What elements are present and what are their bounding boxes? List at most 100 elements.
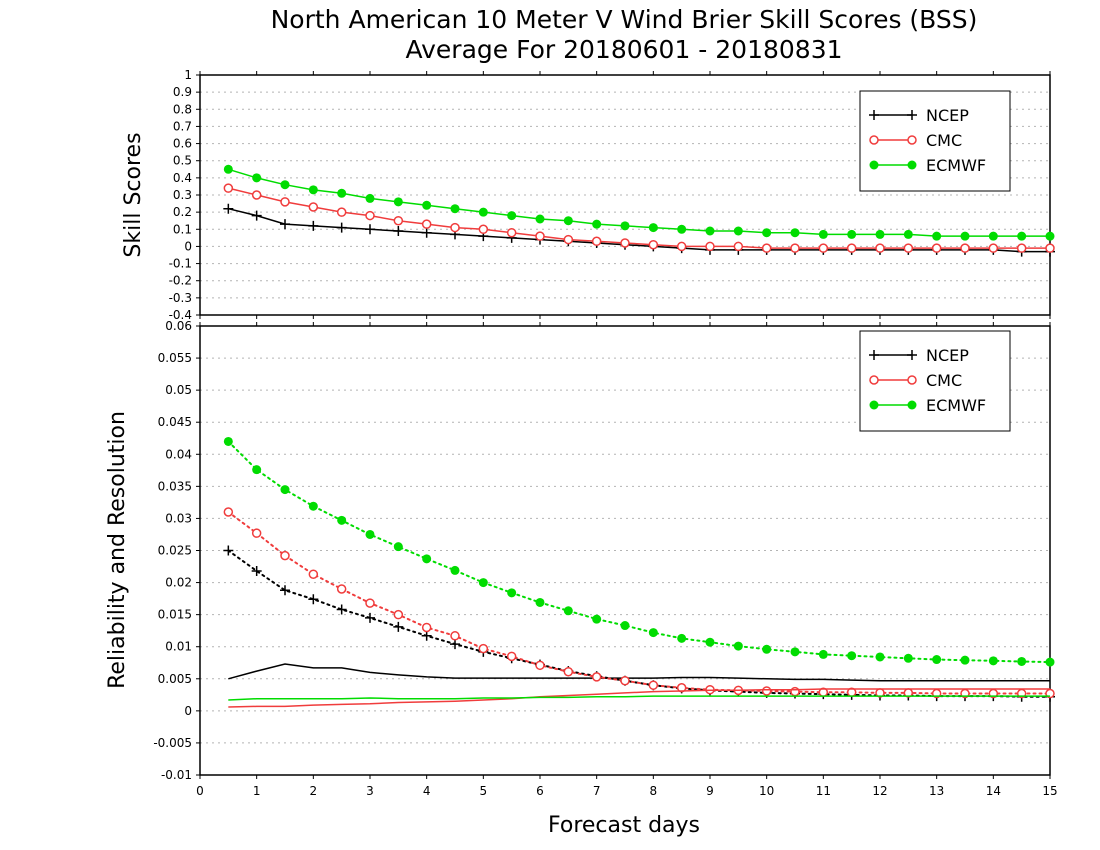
y-tick-label: -0.1 <box>169 257 192 271</box>
x-tick-label: 9 <box>706 784 714 798</box>
y-tick-label: 0.005 <box>158 672 192 686</box>
legend-marker <box>869 160 879 170</box>
data-point-ncep <box>393 621 404 632</box>
x-tick-label: 1 <box>253 784 261 798</box>
y-tick-label: 0 <box>184 239 192 253</box>
data-point-ecmwf <box>903 229 913 239</box>
y-tick-label: 0.035 <box>158 479 192 493</box>
data-point-ecmwf <box>365 529 375 539</box>
series-line-cmc <box>228 187 1050 249</box>
data-point-cmc <box>790 686 800 697</box>
data-point-ecmwf <box>478 207 488 217</box>
data-point-ecmwf <box>847 229 857 239</box>
data-point-cmc <box>846 243 857 253</box>
data-point-ecmwf <box>393 542 403 552</box>
data-point-ecmwf <box>563 606 573 616</box>
data-point-cmc <box>450 222 460 233</box>
data-point-cmc <box>393 215 404 226</box>
data-point-cmc <box>421 622 432 633</box>
x-tick-label: 7 <box>593 784 601 798</box>
data-point-ecmwf <box>393 197 403 207</box>
y-tick-label: -0.01 <box>161 768 192 782</box>
data-point-cmc <box>620 675 630 686</box>
y-tick-label: 0.045 <box>158 415 192 429</box>
data-point-ncep <box>421 630 432 641</box>
data-point-ecmwf <box>563 216 573 226</box>
data-point-ecmwf <box>1045 657 1055 667</box>
x-tick-label: 8 <box>650 784 658 798</box>
data-point-ncep <box>280 219 290 230</box>
data-point-ecmwf <box>1017 231 1027 241</box>
data-point-cmc <box>648 680 659 690</box>
data-point-ncep <box>308 220 319 231</box>
series-line-ncep <box>227 549 1051 698</box>
data-point-ecmwf <box>875 229 885 239</box>
data-point-cmc <box>563 666 574 677</box>
data-point-cmc <box>336 584 347 594</box>
data-point-ecmwf <box>507 211 517 221</box>
data-point-ecmwf <box>252 173 262 183</box>
legend-marker <box>907 135 917 145</box>
chart-subtitle: Average For 20180601 - 20180831 <box>405 35 842 64</box>
data-point-cmc <box>591 236 602 247</box>
legend-label-ecmwf: ECMWF <box>926 396 986 415</box>
x-tick-label: 0 <box>196 784 204 798</box>
legend-label-cmc: CMC <box>926 131 962 150</box>
reliability-resolution-panel: -0.01 -0.005 0 0.005 0.01 0.015 0.02 0.025 0.03 0… <box>153 319 1057 798</box>
data-point-ecmwf <box>337 188 347 198</box>
legend-marker <box>907 375 917 385</box>
legend-marker <box>869 350 879 360</box>
data-point-ecmwf <box>450 204 460 214</box>
data-point-ecmwf <box>988 231 998 241</box>
data-point-ncep <box>365 224 375 235</box>
data-point-ecmwf <box>308 185 318 195</box>
data-point-ecmwf <box>450 565 460 575</box>
x-tick-label: 15 <box>1042 784 1057 798</box>
data-point-ecmwf <box>790 647 800 657</box>
data-point-ecmwf <box>677 633 687 643</box>
data-point-cmc <box>790 243 800 253</box>
series-line-cmc <box>228 688 1050 708</box>
data-point-ncep <box>336 222 347 233</box>
data-point-ncep <box>251 566 262 577</box>
data-point-cmc <box>676 683 687 693</box>
y-tick-label: -0.005 <box>153 736 192 750</box>
data-point-cmc <box>506 227 517 238</box>
data-point-cmc <box>1045 243 1055 253</box>
data-point-ecmwf <box>223 436 233 446</box>
y-tick-label: 0.01 <box>165 640 192 654</box>
data-point-cmc <box>365 598 375 608</box>
data-point-ecmwf <box>620 221 630 231</box>
y-tick-label: 0.03 <box>165 511 192 525</box>
data-point-ecmwf <box>620 621 630 631</box>
data-point-cmc <box>308 569 319 579</box>
y-tick-label: 0.015 <box>158 608 192 622</box>
data-point-cmc <box>818 243 829 253</box>
data-point-ecmwf <box>422 200 432 210</box>
data-point-ecmwf <box>252 465 262 475</box>
data-point-ecmwf <box>280 180 290 190</box>
data-point-cmc <box>931 243 942 253</box>
series-line-ecmwf <box>228 168 1050 237</box>
data-point-cmc <box>308 202 319 212</box>
data-point-ecmwf <box>818 229 828 239</box>
data-point-ecmwf <box>762 644 772 654</box>
data-point-ecmwf <box>733 641 743 651</box>
y-tick-label: 0.5 <box>173 154 192 168</box>
x-tick-label: 5 <box>480 784 488 798</box>
data-point-ncep <box>393 226 404 236</box>
skill-scores-panel: -0.4 -0.3 -0.2 -0.1 0 0.1 0.2 0.3 0.4 0.5 0.6 0.7 0.… <box>169 68 1055 322</box>
x-axis-title: Forecast days <box>548 813 700 838</box>
x-tick-label: 3 <box>366 784 374 798</box>
legend-label-ncep: NCEP <box>926 346 969 365</box>
y-tick-label: 0.8 <box>173 102 192 116</box>
x-tick-label: 11 <box>816 784 831 798</box>
legend-marker <box>907 400 917 410</box>
data-point-cmc <box>761 686 772 696</box>
data-point-ecmwf <box>988 656 998 666</box>
data-point-ecmwf <box>903 653 913 663</box>
data-point-ecmwf <box>1045 231 1055 241</box>
data-point-ecmwf <box>648 223 658 233</box>
chart-title: North American 10 Meter V Wind Brier Ski… <box>271 5 978 34</box>
